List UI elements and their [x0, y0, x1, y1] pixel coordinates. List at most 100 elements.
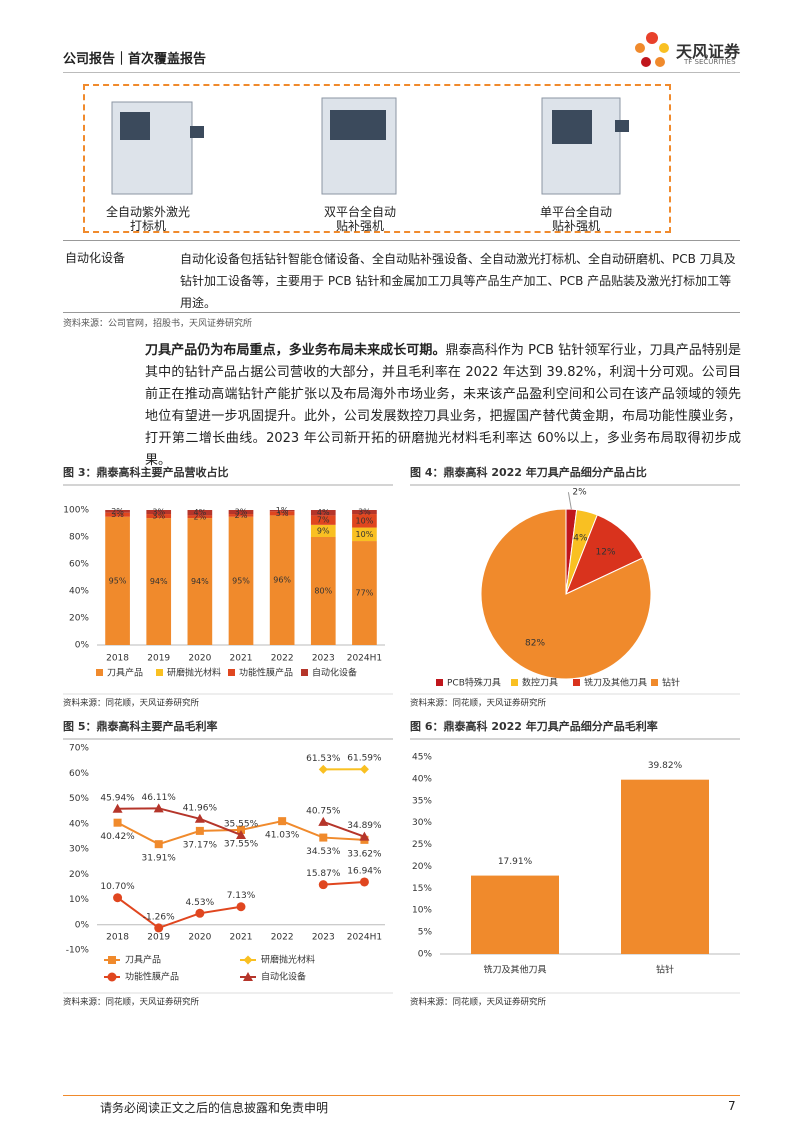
y-tick-label: 5% — [418, 928, 433, 938]
x-tick-label: 2019 — [147, 654, 170, 664]
marker — [154, 923, 164, 933]
marker — [108, 956, 116, 964]
marker — [318, 816, 329, 826]
y-tick-label: 30% — [69, 845, 89, 855]
legend-label: 研磨抛光材料 — [167, 667, 221, 679]
value-label: 94% — [191, 577, 209, 586]
value-label: 17.91% — [498, 857, 533, 867]
bar-segment — [228, 514, 254, 517]
y-tick-label: 0% — [418, 950, 433, 960]
legend-label: 功能性膜产品 — [239, 667, 293, 679]
marker — [154, 840, 163, 849]
x-tick-label: 2022 — [271, 932, 294, 942]
legend-swatch — [301, 669, 308, 676]
bar — [621, 779, 709, 954]
machine-images — [111, 97, 629, 195]
value-label: 96% — [273, 576, 291, 585]
marker — [278, 817, 287, 826]
value-label: 41.03% — [265, 831, 300, 841]
value-label: 34.89% — [347, 821, 382, 831]
marker — [113, 893, 123, 903]
y-tick-label: 80% — [69, 533, 89, 543]
bar-segment — [146, 514, 172, 519]
paragraph: 刀具产品仍为布局重点，多业务布局未来成长可期。鼎泰高科作为 PCB 钻针领军行业… — [145, 340, 741, 472]
value-label: 10% — [356, 530, 374, 539]
chart-title: 图 4：鼎泰高科 2022 年刀具产品细分产品占比 — [410, 465, 647, 479]
bar-segment — [269, 511, 295, 516]
value-label: 40.75% — [306, 806, 341, 816]
value-label: 61.59% — [347, 754, 382, 764]
bar-segment — [228, 516, 254, 645]
value-label: 40.42% — [100, 832, 135, 842]
table-cell: 自动化设备包括钻针智能仓储设备、全自动贴补强设备、全自动激光打标机、全自动研磨机… — [180, 252, 736, 310]
y-tick-label: 10% — [69, 895, 89, 905]
value-label: 1% — [276, 506, 289, 515]
bar-segment — [352, 510, 377, 515]
y-tick-label: -10% — [66, 946, 90, 956]
value-label: 4% — [194, 508, 207, 517]
header-rule — [63, 72, 740, 73]
marker — [112, 803, 123, 813]
footer-rule — [63, 1095, 740, 1096]
source-note: 资料来源：同花顺，天风证券研究所 — [63, 997, 200, 1008]
value-label: 34.53% — [306, 847, 341, 857]
marker — [319, 833, 328, 842]
value-label: 3% — [152, 512, 165, 521]
table-rule — [63, 312, 740, 313]
legend-swatch — [436, 679, 443, 686]
value-label: -1.26% — [143, 912, 175, 922]
chart-title: 图 5：鼎泰高科主要产品毛利率 — [63, 719, 217, 733]
marker — [195, 826, 204, 835]
value-label: 10.70% — [100, 882, 135, 892]
leader-line — [567, 492, 572, 510]
legend-swatch — [651, 679, 658, 686]
marker — [113, 818, 122, 827]
marker — [318, 764, 328, 774]
marker — [194, 813, 205, 823]
marker — [236, 902, 246, 912]
x-tick-label: 2023 — [312, 932, 335, 942]
source-note: 资料来源：同花顺，天风证券研究所 — [63, 698, 200, 709]
x-tick-label: 2024H1 — [347, 932, 382, 942]
x-tick-label: 2018 — [106, 654, 129, 664]
x-tick-label: 2020 — [188, 932, 211, 942]
marker — [243, 972, 253, 981]
legend-label: 自动化设备 — [312, 667, 357, 679]
pie-slice — [480, 508, 652, 680]
bar-segment — [352, 514, 377, 528]
x-tick-label: 2023 — [312, 654, 335, 664]
value-label: 10% — [356, 516, 374, 525]
caption: 全自动紫外激光 — [105, 205, 190, 219]
legend-label: 刀具产品 — [125, 954, 161, 966]
y-tick-label: 50% — [69, 794, 89, 804]
legend-label: 铣刀及其他刀具 — [584, 677, 647, 689]
value-label: 16.94% — [347, 866, 382, 876]
marker — [359, 764, 369, 774]
logo-sub: TF SECURITIES — [684, 58, 736, 66]
value-label: 39.82% — [648, 761, 683, 771]
value-label: 15.87% — [306, 869, 341, 879]
value-label: 7.13% — [227, 891, 256, 901]
bar-segment — [352, 541, 377, 645]
value-label: 3% — [111, 510, 124, 519]
table-rule — [63, 240, 740, 241]
legend-label: PCB特殊刀具 — [447, 677, 501, 689]
legend-label: 刀具产品 — [107, 667, 143, 679]
source-note: 资料来源：同花顺，天风证券研究所 — [410, 997, 547, 1008]
x-tick-label: 2024H1 — [347, 654, 382, 664]
bar-segment — [310, 524, 336, 537]
legend-label: 自动化设备 — [261, 971, 306, 983]
bar-segment — [187, 518, 213, 645]
legend-swatch — [156, 669, 163, 676]
bar-segment — [105, 510, 130, 513]
value-label: 3% — [152, 508, 165, 517]
bar-segment — [146, 518, 172, 645]
table-cell: 自动化设备 — [65, 251, 126, 265]
page-number: 7 — [728, 1099, 736, 1113]
bar-segment — [269, 510, 295, 512]
source-note: 资料来源：同花顺，天风证券研究所 — [410, 698, 547, 709]
x-tick-label: 铣刀及其他刀具 — [483, 964, 546, 976]
y-tick-label: 25% — [412, 840, 432, 850]
value-label: 95% — [109, 576, 127, 585]
